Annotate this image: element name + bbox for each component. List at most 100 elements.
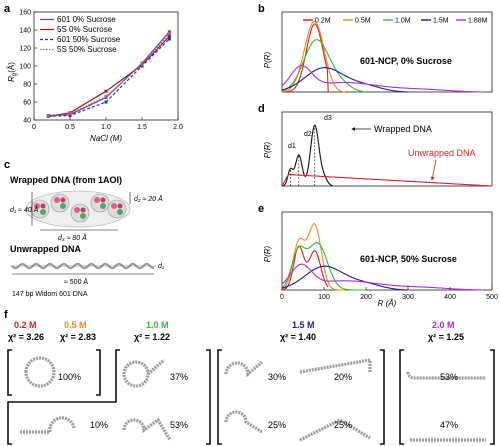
data-point bbox=[167, 32, 171, 36]
bracket-3-left bbox=[217, 349, 222, 445]
legend-label: 0.2M bbox=[315, 18, 331, 25]
x-tick-label: 300 bbox=[402, 294, 414, 301]
data-point bbox=[140, 64, 144, 68]
panel-label-b: b bbox=[258, 3, 265, 15]
d3-text: d₃ ≈ 80 Å bbox=[58, 233, 87, 242]
pr-curve bbox=[281, 64, 484, 93]
data-point bbox=[167, 37, 171, 41]
ylabel-sub: g bbox=[12, 72, 18, 76]
panel-e-title: 601-NCP, 50% Sucrose bbox=[360, 254, 457, 264]
y-tick-label: 100 bbox=[19, 64, 31, 71]
legend-label: 1.0M bbox=[395, 18, 411, 25]
pr-curve bbox=[281, 67, 408, 93]
bracket-0-left bbox=[7, 349, 12, 396]
d1-label: d1 bbox=[288, 143, 296, 150]
d2-label: d2 bbox=[304, 131, 312, 138]
dna-model-path bbox=[299, 358, 372, 374]
group-label-1: 0.5 M bbox=[64, 320, 87, 330]
data-point bbox=[68, 112, 72, 116]
group-chi-0: χ² = 3.26 bbox=[8, 332, 44, 342]
pct-37: 37% bbox=[170, 372, 188, 382]
legend-label: 601 50% Sucrose bbox=[57, 35, 121, 44]
group-label-3: 1.5 M bbox=[292, 320, 315, 330]
d3-label: d3 bbox=[324, 115, 332, 122]
pr-curve bbox=[281, 222, 345, 291]
y-tick-label: 40 bbox=[23, 118, 31, 125]
pr-curve bbox=[281, 124, 333, 187]
pct-25a: 25% bbox=[268, 420, 286, 430]
panel-label-f: f bbox=[4, 309, 8, 321]
pct-53b: 53% bbox=[440, 372, 458, 382]
dna-models bbox=[20, 356, 486, 442]
svg-text:Rg(Å): Rg(Å) bbox=[7, 62, 18, 82]
x-tick-label: 200 bbox=[360, 294, 372, 301]
data-point bbox=[68, 114, 72, 117]
panel-d-frame bbox=[281, 111, 493, 187]
unwrapped-arrow bbox=[430, 159, 437, 181]
pr-curve bbox=[281, 39, 367, 93]
panel-a-xlabel: NaCl (M) bbox=[90, 134, 122, 143]
group-label-2: 1.0 M bbox=[146, 320, 169, 330]
y-tick-label: 80 bbox=[23, 82, 31, 89]
pct-53a: 53% bbox=[170, 420, 188, 430]
unwrapped-dna-title: Unwrapped DNA bbox=[10, 244, 82, 254]
bracket-3-right bbox=[380, 349, 385, 445]
data-point bbox=[104, 95, 108, 99]
dna-model-path bbox=[406, 371, 486, 380]
bracket-1-right bbox=[206, 349, 211, 445]
panel-label-a: a bbox=[4, 3, 11, 15]
panel-b-ylabel: P(R) bbox=[263, 51, 272, 68]
unwrapped-dna-label: Unwrapped DNA bbox=[408, 148, 476, 158]
dna-model-path bbox=[122, 358, 166, 388]
pr-curve bbox=[281, 173, 492, 187]
dna-model-path bbox=[122, 417, 172, 441]
panel-e-chart: 0 100 200 300 400 500 601-NCP, 50% Sucrose P(… bbox=[263, 211, 498, 308]
wrapped-dna-title: Wrapped DNA (from 1AOI) bbox=[10, 175, 122, 185]
panel-e-frame bbox=[281, 211, 493, 291]
wrapped-dna-label: Wrapped DNA bbox=[374, 124, 432, 134]
bracket-0-right bbox=[96, 349, 101, 396]
x-tick-label: 0 bbox=[32, 124, 36, 131]
panel-e-ylabel: P(R) bbox=[263, 245, 272, 262]
panel-c-diagram: Wrapped DNA (from 1AOI) d₁ ≈ 40 Å d₂ ≈ 2… bbox=[10, 175, 165, 298]
x-tick-label: 1.0 bbox=[101, 124, 111, 131]
group-chi-2: χ² = 1.22 bbox=[134, 332, 170, 342]
legend-label: 0.5M bbox=[355, 18, 371, 25]
pr-curve bbox=[281, 245, 329, 291]
panel-d-chart: P(R) d1 d2 d3 Wrapped DNA Unwrapped DNA bbox=[263, 111, 493, 187]
y-tick-label: 120 bbox=[19, 46, 31, 53]
panel-f-models: 0.2 M 0.5 M 1.0 M 1.5 M 2.0 M χ² = 3.26 … bbox=[7, 320, 495, 445]
panel-d-ylabel: P(R) bbox=[263, 141, 272, 158]
panel-e-xlabel: R (Å) bbox=[378, 299, 397, 308]
nucleosome-structure bbox=[25, 190, 131, 228]
group-chi-3: χ² = 1.40 bbox=[280, 332, 316, 342]
bracket-4-left bbox=[399, 349, 404, 445]
legend-label: 5S 0% Sucrose bbox=[57, 25, 113, 34]
x-tick-label: 0.5 bbox=[65, 124, 75, 131]
pr-curve bbox=[281, 20, 346, 93]
legend-label: 601 0% Sucrose bbox=[57, 15, 116, 24]
pct-20: 20% bbox=[334, 372, 352, 382]
pr-curve bbox=[281, 265, 408, 291]
x-tick-label: 100 bbox=[318, 294, 330, 301]
pct-25b: 25% bbox=[334, 420, 352, 430]
dna-model-path bbox=[224, 360, 264, 378]
data-point bbox=[167, 34, 171, 38]
d1-end-text: d₁ bbox=[158, 263, 165, 270]
y-tick-label: 60 bbox=[23, 100, 31, 107]
series-line bbox=[48, 33, 170, 117]
x-tick-label: 2.0 bbox=[173, 124, 183, 131]
bracket-1-left bbox=[7, 349, 120, 445]
unwrapped-dna-helix bbox=[11, 262, 155, 270]
group-chi-4: χ² = 1.25 bbox=[428, 332, 464, 342]
legend-label: 5S 50% Sucrose bbox=[57, 45, 117, 54]
group-label-4: 2.0 M bbox=[432, 320, 455, 330]
panel-b-title: 601-NCP, 0% Sucrose bbox=[360, 56, 452, 66]
panel-a-ylabel: Rg(Å) bbox=[7, 62, 18, 82]
pct-100: 100% bbox=[58, 372, 81, 382]
pr-curve bbox=[281, 242, 366, 291]
x-tick-label: 0 bbox=[280, 294, 284, 301]
panel-label-d: d bbox=[258, 103, 265, 115]
x-tick-label: 400 bbox=[444, 294, 456, 301]
y-tick-label: 140 bbox=[19, 28, 31, 35]
